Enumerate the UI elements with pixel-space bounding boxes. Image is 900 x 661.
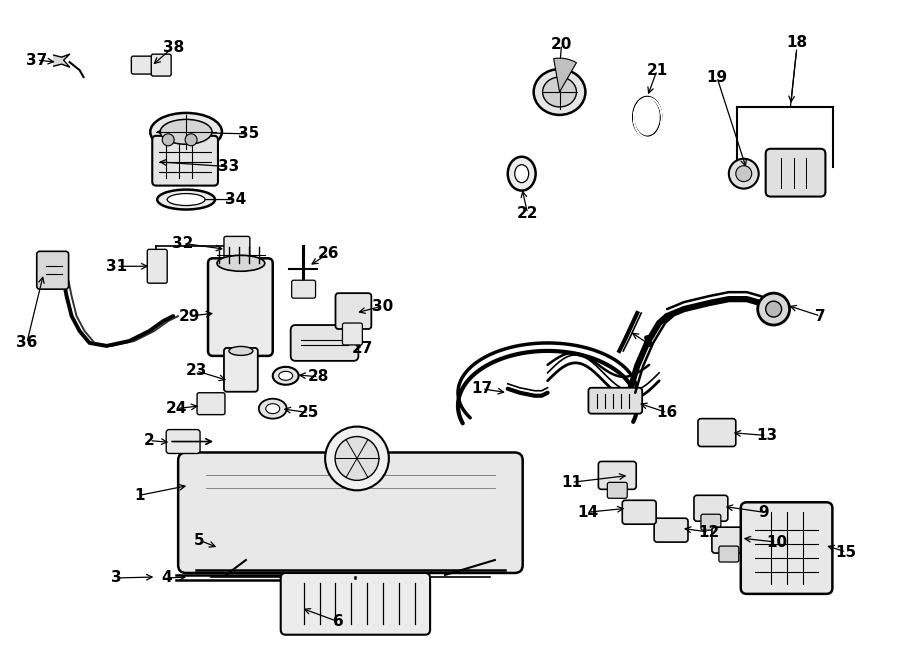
Circle shape	[162, 134, 175, 146]
FancyBboxPatch shape	[224, 348, 257, 392]
Text: 23: 23	[185, 364, 207, 378]
FancyBboxPatch shape	[719, 546, 739, 562]
FancyBboxPatch shape	[178, 453, 523, 573]
Polygon shape	[54, 54, 69, 67]
Ellipse shape	[229, 346, 253, 356]
FancyBboxPatch shape	[698, 418, 736, 447]
Text: 19: 19	[706, 69, 727, 85]
Text: 24: 24	[166, 401, 187, 416]
Text: 18: 18	[786, 35, 807, 50]
FancyBboxPatch shape	[741, 502, 832, 594]
Circle shape	[335, 436, 379, 481]
Text: 8: 8	[642, 335, 652, 350]
FancyBboxPatch shape	[281, 573, 430, 635]
Text: 31: 31	[106, 258, 127, 274]
FancyBboxPatch shape	[654, 518, 688, 542]
Text: 35: 35	[238, 126, 259, 141]
Text: 36: 36	[16, 335, 38, 350]
Ellipse shape	[543, 77, 577, 107]
Ellipse shape	[279, 371, 292, 380]
Circle shape	[736, 166, 752, 182]
FancyBboxPatch shape	[197, 393, 225, 414]
Ellipse shape	[160, 120, 212, 144]
FancyBboxPatch shape	[148, 249, 167, 283]
FancyBboxPatch shape	[131, 56, 153, 74]
Text: 7: 7	[815, 309, 825, 324]
FancyBboxPatch shape	[292, 280, 316, 298]
Circle shape	[325, 426, 389, 490]
Text: 34: 34	[225, 192, 247, 207]
Ellipse shape	[266, 404, 280, 414]
Text: 14: 14	[577, 505, 598, 520]
FancyBboxPatch shape	[291, 325, 358, 361]
FancyBboxPatch shape	[208, 258, 273, 356]
Ellipse shape	[508, 157, 536, 190]
Text: 27: 27	[352, 342, 374, 356]
FancyBboxPatch shape	[766, 149, 825, 196]
Text: 26: 26	[318, 246, 339, 261]
Text: 11: 11	[561, 475, 582, 490]
FancyBboxPatch shape	[152, 136, 218, 186]
Text: 30: 30	[372, 299, 393, 313]
FancyBboxPatch shape	[712, 527, 746, 553]
Circle shape	[185, 134, 197, 146]
Text: 15: 15	[836, 545, 857, 560]
Text: 22: 22	[517, 206, 538, 221]
Text: 1: 1	[134, 488, 145, 503]
Text: 3: 3	[111, 570, 122, 586]
Ellipse shape	[167, 194, 205, 206]
FancyBboxPatch shape	[166, 430, 200, 453]
FancyBboxPatch shape	[701, 514, 721, 530]
Ellipse shape	[158, 190, 215, 210]
FancyBboxPatch shape	[151, 54, 171, 76]
Text: 28: 28	[308, 369, 329, 384]
FancyBboxPatch shape	[343, 323, 363, 345]
Text: 17: 17	[472, 381, 492, 396]
Wedge shape	[554, 58, 577, 92]
Circle shape	[758, 293, 789, 325]
Text: 5: 5	[194, 533, 204, 547]
Text: 13: 13	[756, 428, 778, 443]
FancyBboxPatch shape	[694, 495, 728, 521]
Ellipse shape	[150, 113, 222, 151]
Text: 21: 21	[646, 63, 668, 77]
Text: 32: 32	[173, 236, 194, 251]
FancyBboxPatch shape	[608, 483, 627, 498]
FancyBboxPatch shape	[622, 500, 656, 524]
FancyBboxPatch shape	[589, 388, 643, 414]
FancyBboxPatch shape	[598, 461, 636, 489]
Text: 4: 4	[161, 570, 172, 586]
Text: 10: 10	[766, 535, 788, 549]
Text: 16: 16	[656, 405, 678, 420]
Text: 12: 12	[698, 525, 719, 539]
Text: 2: 2	[144, 433, 155, 448]
Text: 29: 29	[178, 309, 200, 324]
Ellipse shape	[273, 367, 299, 385]
Circle shape	[766, 301, 781, 317]
Ellipse shape	[515, 165, 528, 182]
Ellipse shape	[534, 69, 585, 115]
Text: 6: 6	[333, 614, 344, 629]
Circle shape	[729, 159, 759, 188]
Text: 38: 38	[163, 40, 184, 55]
Text: 25: 25	[298, 405, 320, 420]
Text: 33: 33	[219, 159, 239, 175]
Text: 9: 9	[759, 505, 769, 520]
Text: 37: 37	[26, 53, 48, 67]
Text: 20: 20	[551, 37, 572, 52]
Ellipse shape	[259, 399, 287, 418]
FancyBboxPatch shape	[37, 251, 68, 289]
Ellipse shape	[217, 255, 265, 271]
FancyBboxPatch shape	[224, 237, 250, 258]
FancyBboxPatch shape	[336, 293, 372, 329]
